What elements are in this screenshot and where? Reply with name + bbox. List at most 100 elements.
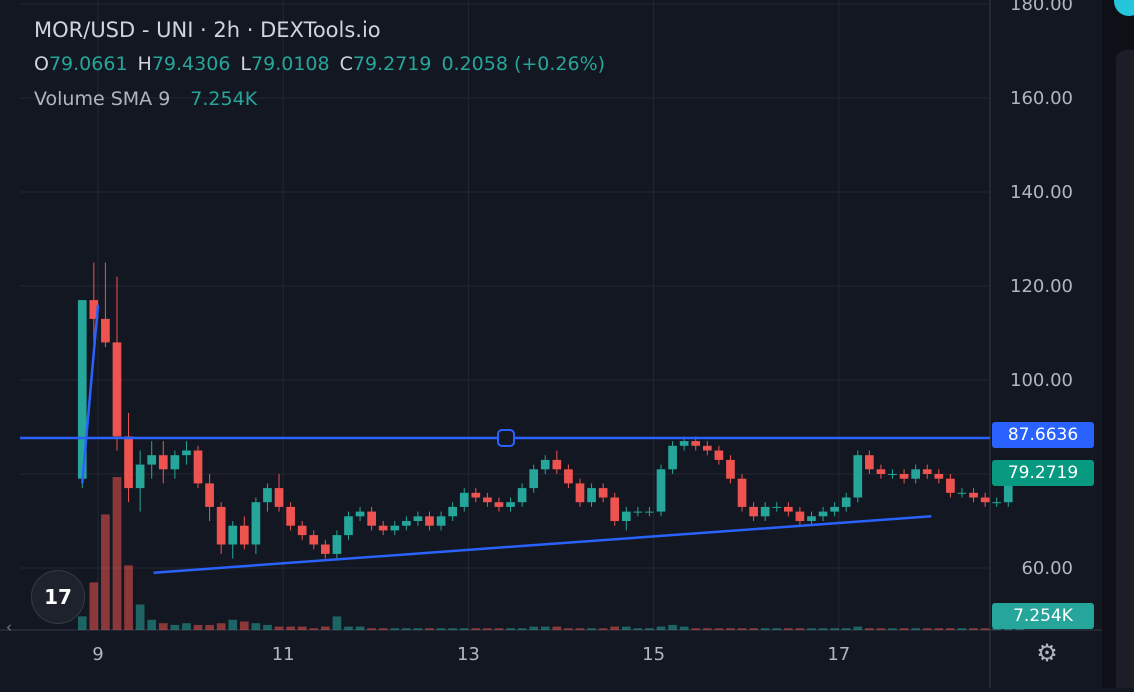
volume-bar bbox=[1003, 628, 1013, 630]
volume-bar bbox=[795, 628, 805, 630]
volume-bar bbox=[251, 623, 261, 630]
volume-bar bbox=[679, 626, 689, 630]
ohlc-low-value: 79.0108 bbox=[251, 53, 330, 75]
volume-legend[interactable]: Volume SMA 9 7.254K bbox=[34, 88, 257, 110]
volume-bar bbox=[112, 477, 122, 630]
tradingview-logo-text: 17 bbox=[44, 585, 72, 609]
candle-body bbox=[529, 469, 539, 489]
candle-body bbox=[726, 459, 735, 479]
candle-body bbox=[459, 492, 469, 507]
candle-body bbox=[691, 441, 701, 446]
candle-body bbox=[633, 511, 643, 513]
volume-bar bbox=[425, 628, 434, 630]
volume-bar bbox=[158, 623, 168, 630]
line-handle bbox=[497, 428, 515, 447]
volume-bar bbox=[807, 628, 816, 630]
volume-bar bbox=[402, 628, 411, 630]
volume-bar bbox=[413, 628, 423, 630]
candle-body bbox=[135, 464, 145, 489]
volume-legend-label: Volume SMA 9 bbox=[34, 88, 171, 110]
gear-icon[interactable]: ⚙ bbox=[1036, 639, 1058, 667]
volume-bar bbox=[494, 628, 504, 630]
candle-body bbox=[888, 474, 897, 475]
volume-bar bbox=[726, 628, 735, 630]
candle-body bbox=[679, 441, 689, 446]
candle-body bbox=[402, 521, 411, 526]
x-tick-label: 15 bbox=[642, 644, 665, 665]
ohlc-close-label: C bbox=[339, 53, 353, 75]
horizontal-line-price-tag: 87.6636 bbox=[992, 422, 1094, 448]
volume-bar bbox=[737, 628, 747, 630]
candle-body bbox=[413, 516, 423, 521]
candle-body bbox=[251, 502, 261, 545]
candle-body bbox=[992, 502, 1002, 504]
candle-body bbox=[783, 506, 793, 512]
tradingview-logo-icon[interactable]: 17 bbox=[31, 570, 85, 624]
volume-bar bbox=[436, 628, 446, 630]
candle-body bbox=[112, 342, 122, 437]
ohlc-change-value: 0.2058 (+0.26%) bbox=[441, 53, 606, 75]
candle-body bbox=[656, 469, 666, 512]
last-price-tag: 79.2719 bbox=[992, 460, 1094, 486]
candle-body bbox=[367, 511, 376, 526]
candle-body bbox=[795, 511, 805, 521]
volume-legend-value: 7.254K bbox=[190, 88, 258, 110]
x-tick-label: 9 bbox=[92, 644, 103, 665]
volume-bar bbox=[946, 628, 955, 630]
volume-bar bbox=[749, 628, 758, 630]
volume-bar bbox=[193, 624, 203, 630]
candle-body bbox=[390, 525, 400, 531]
candle-body bbox=[332, 535, 342, 554]
candle-body bbox=[378, 525, 388, 531]
candle-body bbox=[205, 483, 214, 507]
candle-body bbox=[297, 525, 307, 536]
candle-body bbox=[170, 455, 180, 470]
volume-bar bbox=[888, 628, 897, 630]
volume-bar bbox=[980, 628, 990, 630]
candle-body bbox=[946, 478, 955, 493]
candle-body bbox=[309, 535, 319, 545]
chevron-left-icon[interactable]: ‹ bbox=[6, 618, 12, 636]
volume-bar bbox=[876, 628, 886, 630]
panel-toggle-button[interactable] bbox=[1114, 0, 1134, 16]
volume-bar bbox=[969, 628, 978, 630]
volume-bar bbox=[89, 582, 99, 630]
volume-bar bbox=[587, 628, 596, 630]
volume-bar bbox=[309, 628, 319, 630]
candle-body bbox=[598, 488, 608, 498]
volume-bar bbox=[841, 628, 851, 630]
candle-body bbox=[934, 474, 944, 479]
volume-bar bbox=[344, 626, 353, 630]
volume-tag: 7.254K bbox=[992, 603, 1094, 629]
right-side-panel bbox=[1102, 0, 1134, 688]
volume-bar bbox=[378, 628, 388, 630]
candle-body bbox=[587, 488, 596, 503]
volume-bar bbox=[575, 628, 585, 630]
candle-body bbox=[483, 497, 492, 503]
candle-body bbox=[448, 506, 457, 517]
volume-bar bbox=[633, 628, 643, 630]
candle-body bbox=[506, 502, 515, 507]
volume-bar bbox=[865, 628, 874, 630]
volume-bar bbox=[818, 628, 828, 630]
volume-bar bbox=[506, 628, 515, 630]
candle-body bbox=[193, 450, 203, 484]
volume-bar bbox=[216, 623, 226, 630]
candle-body bbox=[575, 483, 585, 503]
volume-bar bbox=[367, 628, 376, 630]
volume-bar bbox=[853, 626, 863, 630]
volume-bar bbox=[517, 628, 527, 630]
volume-bar bbox=[77, 616, 87, 630]
candle-body bbox=[540, 459, 550, 470]
volume-bar bbox=[934, 628, 944, 630]
candle-body bbox=[494, 502, 504, 507]
trend-line bbox=[153, 515, 932, 574]
candle-body bbox=[957, 492, 967, 494]
volume-bar bbox=[621, 626, 631, 630]
candle-body bbox=[320, 544, 330, 554]
candle-body bbox=[274, 488, 284, 507]
volume-bar bbox=[1015, 628, 1025, 630]
y-tick-label: 160.00 bbox=[1010, 88, 1073, 109]
